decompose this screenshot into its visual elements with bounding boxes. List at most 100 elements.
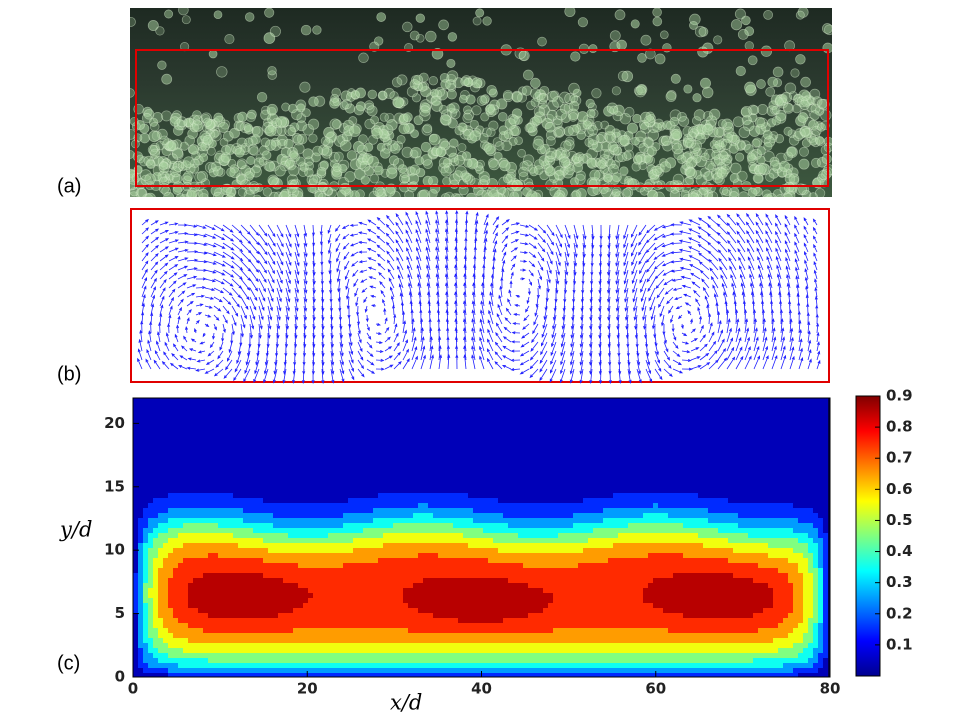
- contour-cell: [253, 613, 259, 619]
- contour-cell: [258, 608, 264, 614]
- contour-cell: [298, 618, 304, 624]
- contour-cell: [303, 588, 309, 594]
- bead: [396, 134, 406, 145]
- contour-cell: [318, 568, 324, 574]
- contour-cell: [153, 648, 159, 654]
- contour-cell: [143, 648, 149, 654]
- contour-cell: [268, 503, 274, 509]
- contour-cell: [153, 438, 159, 444]
- contour-cell: [203, 463, 209, 469]
- contour-cell: [233, 503, 239, 509]
- bead: [210, 161, 222, 172]
- contour-cell: [313, 643, 319, 649]
- contour-cell: [213, 618, 219, 624]
- contour-cell: [248, 578, 254, 584]
- contour-cell: [273, 633, 279, 639]
- contour-cell: [243, 428, 249, 434]
- contour-cell: [278, 408, 284, 414]
- contour-cell: [333, 498, 339, 504]
- contour-cell: [183, 453, 189, 459]
- bead: [391, 77, 403, 88]
- contour-cell: [223, 498, 229, 504]
- contour-cell: [163, 413, 169, 419]
- contour-cell: [323, 448, 329, 454]
- bead: [431, 48, 444, 60]
- contour-cell: [138, 543, 144, 549]
- contour-cell: [153, 653, 159, 659]
- contour-cell: [168, 643, 174, 649]
- bead: [683, 84, 693, 94]
- contour-cell: [228, 483, 234, 489]
- contour-cell: [303, 488, 309, 494]
- contour-cell: [268, 653, 274, 659]
- contour-cell: [263, 628, 269, 634]
- contour-cell: [223, 588, 229, 594]
- contour-cell: [333, 633, 339, 639]
- contour-cell: [323, 403, 329, 409]
- contour-cell: [173, 403, 179, 409]
- contour-cell: [238, 663, 244, 669]
- contour-cell: [273, 533, 279, 539]
- contour-cell: [293, 653, 299, 659]
- contour-cell: [308, 473, 314, 479]
- contour-cell: [273, 523, 279, 529]
- contour-cell: [298, 418, 304, 424]
- contour-cell: [283, 588, 289, 594]
- contour-cell: [193, 663, 199, 669]
- contour-cell: [328, 513, 334, 519]
- contour-cell: [178, 418, 184, 424]
- contour-cell: [268, 583, 274, 589]
- contour-cell: [258, 603, 264, 609]
- contour-cell: [263, 478, 269, 484]
- bead: [671, 143, 684, 155]
- contour-cell: [158, 648, 164, 654]
- contour-cell: [228, 623, 234, 629]
- contour-cell: [238, 578, 244, 584]
- contour-cell: [283, 648, 289, 654]
- contour-cell: [333, 638, 339, 644]
- contour-cell: [173, 563, 179, 569]
- contour-cell: [278, 658, 284, 664]
- contour-cell: [248, 483, 254, 489]
- contour-cell: [333, 558, 339, 564]
- contour-cell: [158, 458, 164, 464]
- contour-cell: [248, 523, 254, 529]
- contour-cell: [148, 443, 154, 449]
- contour-cell: [153, 558, 159, 564]
- contour-cell: [208, 668, 214, 674]
- contour-cell: [173, 608, 179, 614]
- contour-cell: [213, 568, 219, 574]
- contour-cell: [253, 508, 259, 514]
- bead: [616, 39, 627, 51]
- contour-cell: [183, 653, 189, 659]
- bead: [340, 139, 352, 152]
- contour-cell: [273, 548, 279, 554]
- contour-cell: [318, 593, 324, 599]
- contour-cell: [173, 543, 179, 549]
- contour-cell: [338, 403, 344, 409]
- contour-cell: [313, 623, 319, 629]
- bead: [321, 145, 333, 157]
- contour-cell: [293, 458, 299, 464]
- contour-cell: [333, 648, 339, 654]
- contour-cell: [188, 633, 194, 639]
- contour-cell: [233, 568, 239, 574]
- contour-cell: [228, 633, 234, 639]
- contour-cell: [143, 548, 149, 554]
- contour-cell: [288, 523, 294, 529]
- contour-cell: [163, 628, 169, 634]
- contour-cell: [178, 468, 184, 474]
- contour-cell: [173, 528, 179, 534]
- contour-cell: [333, 588, 339, 594]
- contour-cell: [308, 588, 314, 594]
- bead: [355, 101, 366, 112]
- bead: [763, 10, 773, 20]
- contour-cell: [273, 518, 279, 524]
- contour-cell: [213, 608, 219, 614]
- contour-cell: [228, 653, 234, 659]
- contour-cell: [238, 533, 244, 539]
- contour-cell: [328, 503, 334, 509]
- contour-cell: [193, 628, 199, 634]
- bead: [757, 162, 770, 175]
- contour-cell: [328, 563, 334, 569]
